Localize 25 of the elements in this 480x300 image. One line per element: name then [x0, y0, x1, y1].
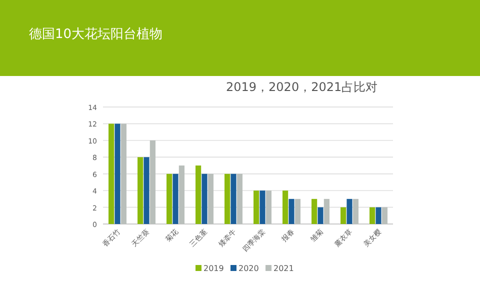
bar	[172, 174, 178, 224]
bar	[224, 174, 230, 224]
legend-label: 2020	[238, 264, 259, 273]
bar	[202, 174, 208, 224]
bar	[108, 124, 114, 224]
legend-label: 2019	[204, 264, 224, 273]
bar	[282, 190, 288, 224]
bar	[346, 198, 352, 224]
chart-subtitle: 2019，2020，2021占比对	[226, 80, 378, 94]
bar	[370, 207, 376, 224]
bar	[166, 174, 172, 224]
bar	[260, 190, 266, 224]
bar	[288, 198, 294, 224]
bar	[254, 190, 260, 224]
bar	[318, 207, 324, 224]
bar	[312, 198, 318, 224]
bar	[340, 207, 346, 224]
bar	[376, 207, 382, 224]
bar	[230, 174, 236, 224]
bar	[114, 124, 120, 224]
bar	[196, 166, 202, 224]
bar	[138, 157, 144, 224]
chart-title: 德国10大花坛阳台植物	[29, 27, 163, 42]
legend-label: 2021	[274, 264, 294, 273]
bar	[144, 157, 150, 224]
